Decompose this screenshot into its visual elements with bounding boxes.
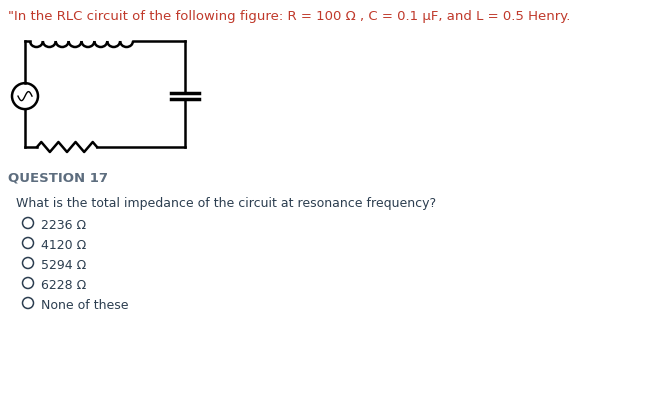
Text: What is the total impedance of the circuit at resonance frequency?: What is the total impedance of the circu… [16, 197, 436, 209]
Text: 4120 Ω: 4120 Ω [41, 238, 87, 252]
Text: QUESTION 17: QUESTION 17 [8, 171, 108, 185]
Text: 6228 Ω: 6228 Ω [41, 278, 87, 291]
Text: 2236 Ω: 2236 Ω [41, 218, 86, 231]
Text: None of these: None of these [41, 298, 129, 311]
Text: "In the RLC circuit of the following figure: R = 100 Ω , C = 0.1 μF, and L = 0.5: "In the RLC circuit of the following fig… [8, 10, 570, 23]
Text: 5294 Ω: 5294 Ω [41, 259, 87, 271]
